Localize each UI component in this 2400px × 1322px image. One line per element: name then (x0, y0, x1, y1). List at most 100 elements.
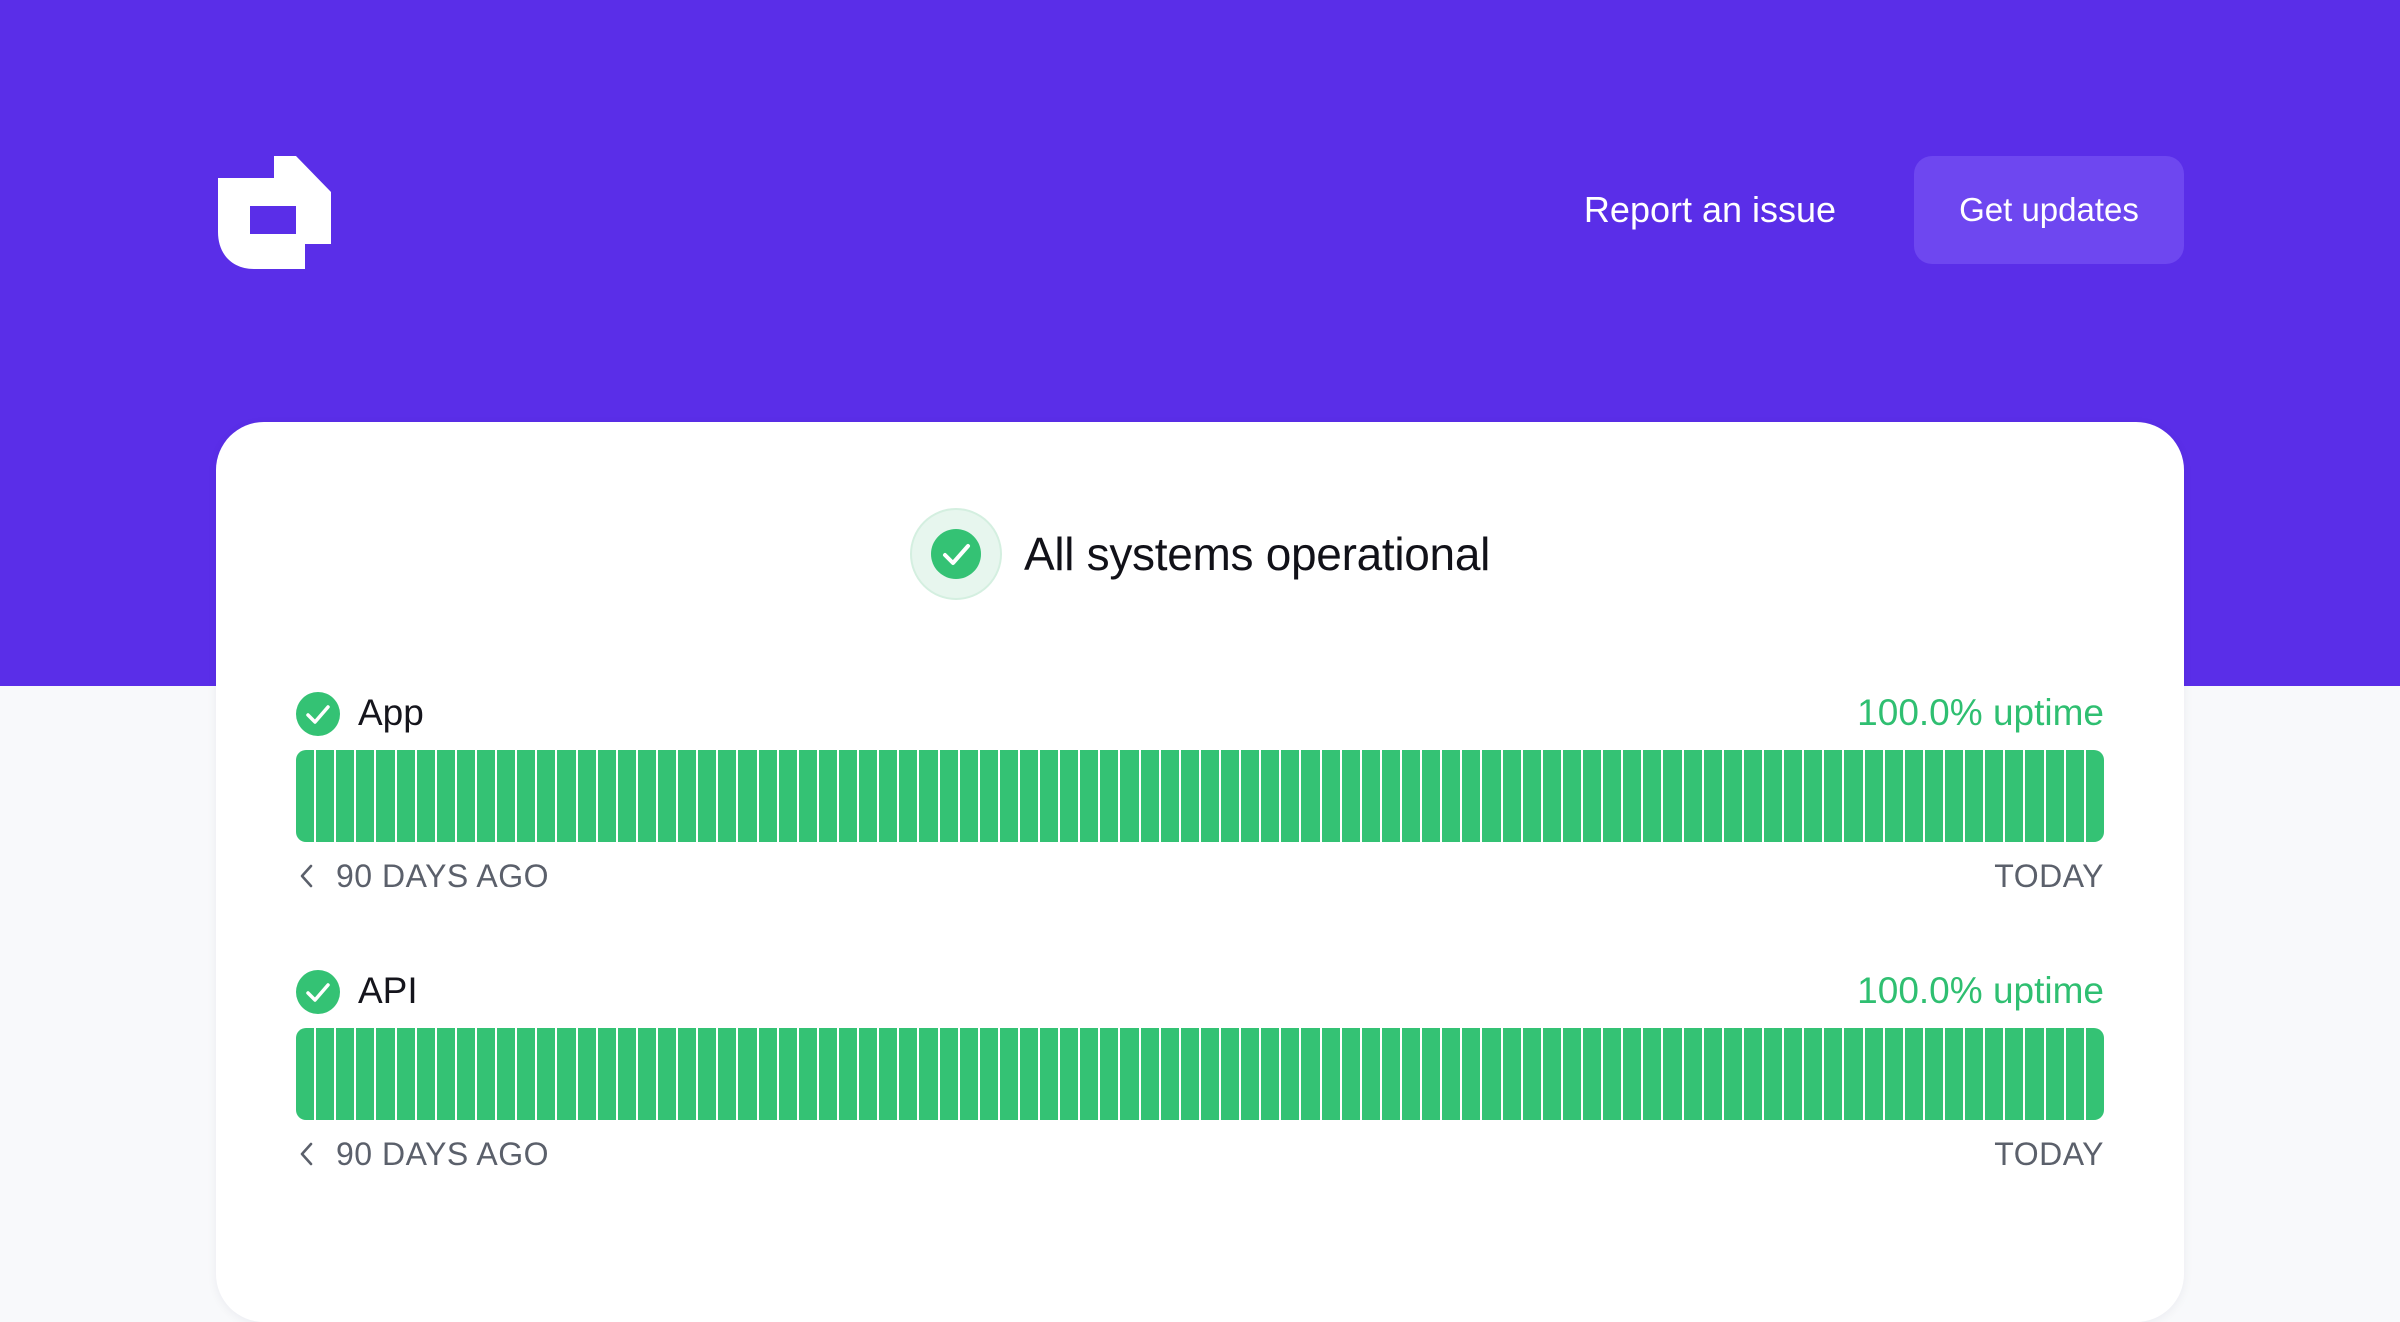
uptime-day-segment[interactable] (1200, 750, 1222, 842)
uptime-day-segment[interactable] (436, 750, 457, 842)
uptime-day-segment[interactable] (1924, 1028, 1945, 1120)
uptime-day-segment[interactable] (476, 1028, 498, 1120)
uptime-day-segment[interactable] (698, 1028, 719, 1120)
uptime-day-segment[interactable] (1723, 1028, 1744, 1120)
uptime-day-segment[interactable] (1241, 1028, 1262, 1120)
uptime-day-segment[interactable] (2005, 750, 2026, 842)
uptime-day-segment[interactable] (838, 1028, 860, 1120)
uptime-day-segment[interactable] (637, 1028, 658, 1120)
uptime-day-segment[interactable] (577, 750, 598, 842)
uptime-day-segment[interactable] (999, 750, 1020, 842)
uptime-day-segment[interactable] (537, 1028, 558, 1120)
uptime-day-segment[interactable] (1301, 750, 1322, 842)
uptime-day-segment[interactable] (517, 1028, 538, 1120)
uptime-day-segment[interactable] (1120, 1028, 1141, 1120)
uptime-day-segment[interactable] (678, 750, 699, 842)
get-updates-button[interactable]: Get updates (1914, 156, 2184, 264)
uptime-day-segment[interactable] (336, 1028, 357, 1120)
uptime-day-segment[interactable] (476, 750, 498, 842)
uptime-day-segment[interactable] (2045, 1028, 2066, 1120)
uptime-day-segment[interactable] (1683, 750, 1704, 842)
uptime-day-segment[interactable] (2085, 1028, 2104, 1120)
uptime-day-segment[interactable] (657, 750, 679, 842)
uptime-day-segment[interactable] (1381, 750, 1403, 842)
uptime-day-segment[interactable] (2085, 750, 2104, 842)
uptime-day-segment[interactable] (1703, 750, 1724, 842)
uptime-day-segment[interactable] (1623, 750, 1644, 842)
uptime-day-segment[interactable] (597, 1028, 618, 1120)
uptime-day-segment[interactable] (1482, 750, 1503, 842)
uptime-day-segment[interactable] (396, 1028, 417, 1120)
uptime-day-segment[interactable] (1261, 1028, 1282, 1120)
uptime-day-segment[interactable] (838, 750, 860, 842)
uptime-day-segment[interactable] (1542, 1028, 1563, 1120)
uptime-day-segment[interactable] (1100, 1028, 1121, 1120)
uptime-day-segment[interactable] (1864, 750, 1885, 842)
uptime-day-segment[interactable] (1562, 750, 1583, 842)
uptime-day-segment[interactable] (1844, 1028, 1865, 1120)
uptime-day-segment[interactable] (617, 1028, 638, 1120)
uptime-day-segment[interactable] (316, 1028, 337, 1120)
uptime-day-segment[interactable] (959, 750, 980, 842)
uptime-day-segment[interactable] (1703, 1028, 1724, 1120)
uptime-day-segment[interactable] (1381, 1028, 1403, 1120)
uptime-day-segment[interactable] (1261, 750, 1282, 842)
uptime-day-segment[interactable] (1643, 750, 1664, 842)
uptime-day-segment[interactable] (1804, 750, 1825, 842)
uptime-day-segment[interactable] (1281, 1028, 1302, 1120)
uptime-day-segment[interactable] (1422, 750, 1443, 842)
uptime-day-segment[interactable] (1884, 1028, 1905, 1120)
uptime-day-segment[interactable] (1965, 750, 1986, 842)
uptime-day-segment[interactable] (1522, 1028, 1543, 1120)
uptime-day-segment[interactable] (919, 750, 940, 842)
uptime-day-segment[interactable] (1080, 750, 1101, 842)
uptime-day-segment[interactable] (1824, 1028, 1845, 1120)
uptime-day-segment[interactable] (1301, 1028, 1322, 1120)
uptime-day-segment[interactable] (798, 750, 819, 842)
uptime-day-segment[interactable] (778, 750, 799, 842)
uptime-day-segment[interactable] (1019, 750, 1041, 842)
uptime-day-segment[interactable] (1643, 1028, 1664, 1120)
uptime-day-segment[interactable] (1804, 1028, 1825, 1120)
uptime-day-segment[interactable] (1542, 750, 1563, 842)
uptime-day-segment[interactable] (859, 750, 880, 842)
uptime-day-segment[interactable] (1160, 750, 1181, 842)
uptime-day-segment[interactable] (758, 1028, 779, 1120)
uptime-day-segment[interactable] (416, 1028, 437, 1120)
uptime-day-segment[interactable] (396, 750, 417, 842)
uptime-day-segment[interactable] (637, 750, 658, 842)
uptime-day-segment[interactable] (1442, 1028, 1463, 1120)
uptime-day-segment[interactable] (1361, 1028, 1382, 1120)
uptime-day-segment[interactable] (1321, 1028, 1342, 1120)
uptime-day-segment[interactable] (2045, 750, 2066, 842)
uptime-day-segment[interactable] (1402, 1028, 1423, 1120)
uptime-day-segment[interactable] (1019, 1028, 1041, 1120)
uptime-day-segment[interactable] (879, 750, 900, 842)
chevron-left-icon[interactable] (296, 862, 318, 890)
uptime-day-segment[interactable] (456, 750, 477, 842)
uptime-day-segment[interactable] (718, 750, 739, 842)
uptime-day-segment[interactable] (316, 750, 337, 842)
uptime-day-segment[interactable] (1985, 750, 2006, 842)
uptime-day-segment[interactable] (999, 1028, 1020, 1120)
uptime-day-segment[interactable] (1663, 750, 1684, 842)
uptime-day-segment[interactable] (1221, 750, 1242, 842)
uptime-day-segment[interactable] (1663, 1028, 1684, 1120)
uptime-day-segment[interactable] (657, 1028, 679, 1120)
uptime-day-segment[interactable] (1884, 750, 1905, 842)
uptime-day-segment[interactable] (1944, 750, 1966, 842)
uptime-day-segment[interactable] (939, 1028, 960, 1120)
uptime-day-segment[interactable] (778, 1028, 799, 1120)
uptime-day-segment[interactable] (1160, 1028, 1181, 1120)
uptime-day-segment[interactable] (1402, 750, 1423, 842)
uptime-day-segment[interactable] (738, 750, 759, 842)
uptime-day-segment[interactable] (1321, 750, 1342, 842)
uptime-day-segment[interactable] (818, 1028, 839, 1120)
uptime-day-segment[interactable] (1784, 750, 1805, 842)
uptime-day-segment[interactable] (376, 1028, 397, 1120)
uptime-day-segment[interactable] (1080, 1028, 1101, 1120)
uptime-day-segment[interactable] (1462, 1028, 1483, 1120)
uptime-day-segment[interactable] (2025, 1028, 2046, 1120)
uptime-day-segment[interactable] (818, 750, 839, 842)
uptime-day-segment[interactable] (296, 1028, 317, 1120)
